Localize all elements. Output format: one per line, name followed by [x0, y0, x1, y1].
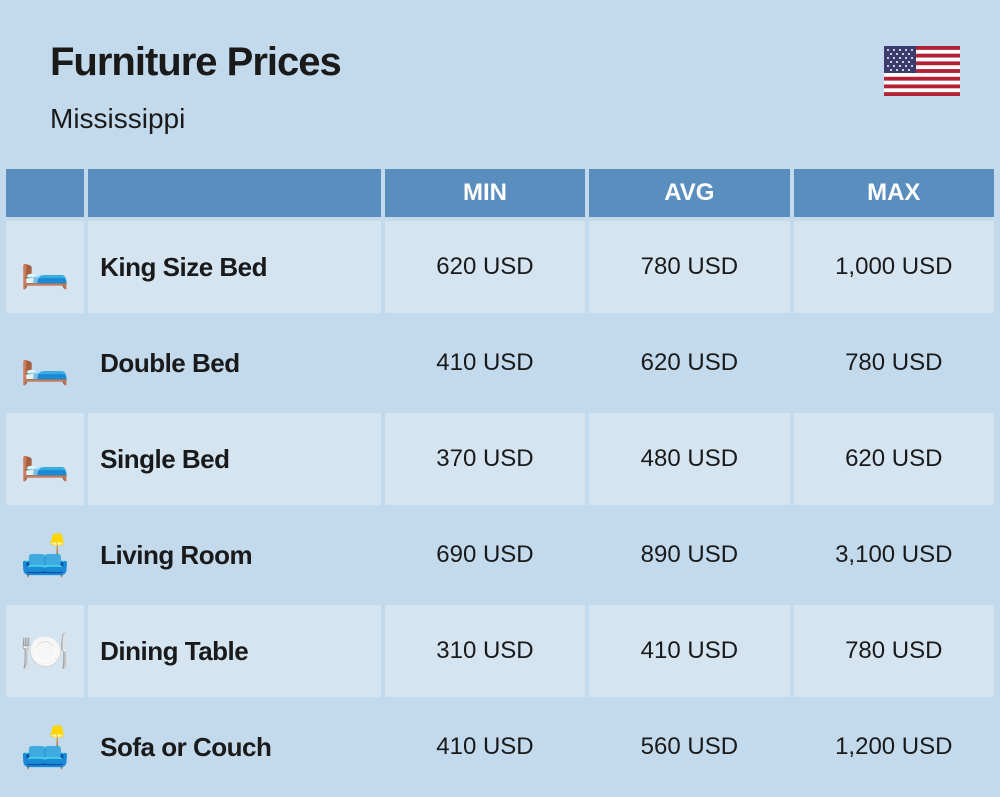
price-min: 370 USD — [385, 413, 585, 505]
price-avg: 620 USD — [589, 317, 789, 409]
table-row: 🛋️ Living Room 690 USD 890 USD 3,100 USD — [6, 509, 994, 601]
furniture-name: Single Bed — [88, 413, 381, 505]
furniture-icon: 🍽️ — [6, 605, 84, 697]
page-header: Furniture Prices Mississippi — [0, 0, 1000, 155]
col-header-avg: AVG — [589, 169, 789, 217]
page-subtitle: Mississippi — [50, 103, 950, 135]
table-row: 🛋️ Sofa or Couch 410 USD 560 USD 1,200 U… — [6, 701, 994, 793]
furniture-name: Sofa or Couch — [88, 701, 381, 793]
furniture-icon: 🛋️ — [6, 509, 84, 601]
price-max: 780 USD — [794, 317, 994, 409]
price-min: 620 USD — [385, 221, 585, 313]
furniture-name: King Size Bed — [88, 221, 381, 313]
furniture-icon: 🛋️ — [6, 701, 84, 793]
price-min: 690 USD — [385, 509, 585, 601]
table-row: 🛏️ King Size Bed 620 USD 780 USD 1,000 U… — [6, 221, 994, 313]
page-title: Furniture Prices — [50, 40, 950, 85]
price-avg: 780 USD — [589, 221, 789, 313]
us-flag-icon — [884, 46, 960, 96]
furniture-name: Dining Table — [88, 605, 381, 697]
price-avg: 560 USD — [589, 701, 789, 793]
price-avg: 890 USD — [589, 509, 789, 601]
col-header-name — [88, 169, 381, 217]
price-max: 1,000 USD — [794, 221, 994, 313]
price-max: 620 USD — [794, 413, 994, 505]
furniture-icon: 🛏️ — [6, 317, 84, 409]
col-header-icon — [6, 169, 84, 217]
price-avg: 480 USD — [589, 413, 789, 505]
table-row: 🛏️ Single Bed 370 USD 480 USD 620 USD — [6, 413, 994, 505]
col-header-min: MIN — [385, 169, 585, 217]
price-min: 410 USD — [385, 701, 585, 793]
furniture-icon: 🛏️ — [6, 413, 84, 505]
price-max: 3,100 USD — [794, 509, 994, 601]
furniture-name: Double Bed — [88, 317, 381, 409]
table-row: 🛏️ Double Bed 410 USD 620 USD 780 USD — [6, 317, 994, 409]
table-row: 🍽️ Dining Table 310 USD 410 USD 780 USD — [6, 605, 994, 697]
furniture-name: Living Room — [88, 509, 381, 601]
col-header-max: MAX — [794, 169, 994, 217]
price-avg: 410 USD — [589, 605, 789, 697]
furniture-icon: 🛏️ — [6, 221, 84, 313]
price-min: 310 USD — [385, 605, 585, 697]
price-max: 780 USD — [794, 605, 994, 697]
price-max: 1,200 USD — [794, 701, 994, 793]
price-table: MIN AVG MAX 🛏️ King Size Bed 620 USD 780… — [2, 165, 998, 797]
price-min: 410 USD — [385, 317, 585, 409]
